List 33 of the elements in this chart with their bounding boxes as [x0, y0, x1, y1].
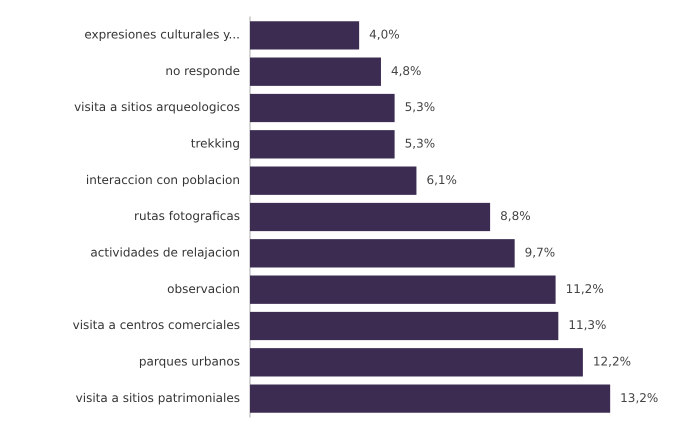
y-tick-label: rutas fotograficas: [134, 209, 240, 224]
bar: [250, 166, 416, 195]
y-tick-label: visita a centros comerciales: [72, 318, 240, 332]
y-tick-label: expresiones culturales y...: [84, 27, 240, 42]
bar: [250, 312, 558, 340]
data-label: 12,2%: [592, 354, 632, 368]
bar: [250, 202, 490, 232]
data-label: 4,8%: [390, 64, 422, 78]
y-tick-label: visita a sitios patrimoniales: [76, 390, 240, 405]
bar: [250, 21, 360, 50]
bar: [250, 384, 610, 413]
y-tick-label: visita a sitios arqueologicos: [74, 100, 240, 114]
bar: [250, 275, 556, 304]
data-label: 11,3%: [568, 318, 606, 332]
data-label: 5,3%: [404, 136, 436, 150]
data-label: 6,1%: [426, 172, 457, 187]
data-label: 8,8%: [500, 209, 531, 224]
y-tick-label: no responde: [165, 64, 240, 78]
data-label: 11,2%: [566, 282, 604, 296]
y-tick-label: parques urbanos: [138, 354, 240, 368]
bar: [250, 58, 381, 86]
y-tick-label: actividades de relajacion: [90, 245, 240, 260]
data-label: 13,2%: [620, 390, 658, 405]
bar: [250, 94, 395, 122]
data-label: 4,0%: [369, 27, 400, 42]
y-tick-label: observacion: [167, 282, 240, 296]
bar: [250, 348, 583, 376]
data-label: 5,3%: [404, 100, 436, 114]
data-label: 9,7%: [524, 245, 556, 260]
bar: [250, 130, 395, 159]
y-tick-label: interaccion con poblacion: [86, 172, 240, 187]
y-tick-label: trekking: [190, 136, 240, 150]
bar: [250, 239, 515, 268]
